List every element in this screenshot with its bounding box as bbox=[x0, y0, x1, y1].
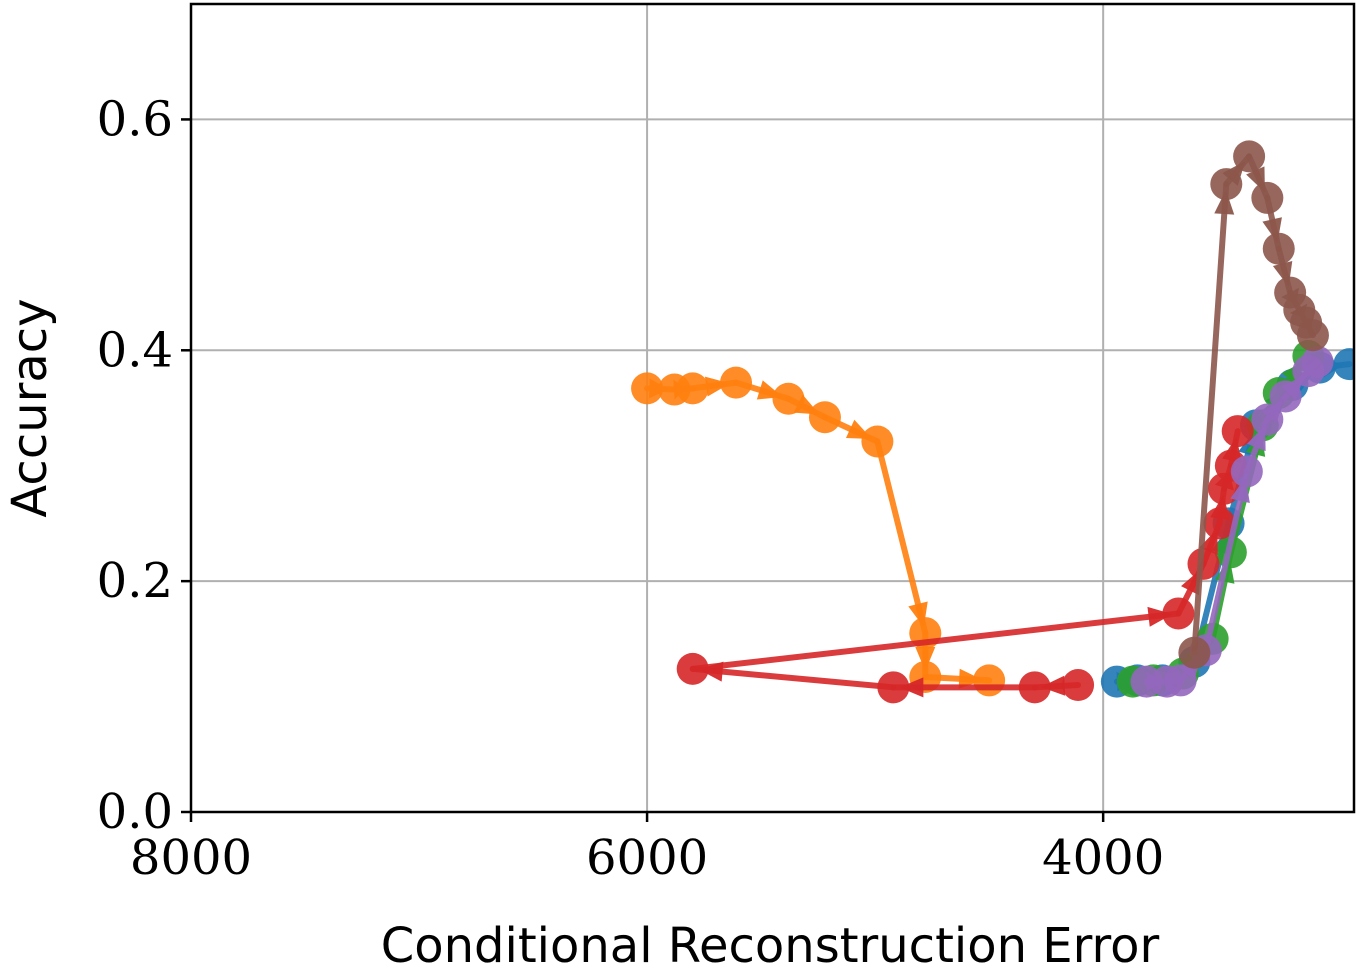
series-segment bbox=[689, 610, 1182, 672]
series-arrowhead bbox=[958, 668, 984, 689]
data-point bbox=[1230, 455, 1263, 488]
data-point bbox=[1301, 345, 1334, 378]
data-point bbox=[1178, 636, 1211, 669]
series-segment bbox=[1202, 468, 1250, 654]
series-arrowhead bbox=[899, 677, 924, 698]
data-point bbox=[772, 382, 805, 415]
ticks: 8000 6000 4000 0.0 0.2 0.4 0.6 bbox=[97, 91, 1165, 886]
data-point bbox=[676, 372, 709, 405]
data-point bbox=[1162, 597, 1195, 630]
data-point bbox=[973, 664, 1006, 697]
y-tick-label: 0.2 bbox=[97, 553, 173, 609]
data-point bbox=[1221, 415, 1254, 448]
plot-frame bbox=[189, 2, 1356, 814]
data-point bbox=[1251, 181, 1284, 214]
data-point bbox=[1333, 348, 1354, 381]
series-segment bbox=[689, 665, 897, 691]
data-point bbox=[1203, 507, 1236, 540]
series-segment bbox=[1191, 181, 1230, 656]
y-axis-label: Accuracy bbox=[2, 298, 58, 517]
series-5 bbox=[1178, 140, 1329, 669]
series-arrowhead bbox=[1214, 190, 1235, 215]
series-arrowhead bbox=[1147, 606, 1173, 627]
data-point bbox=[1296, 319, 1329, 352]
x-axis-label: Conditional Reconstruction Error bbox=[381, 918, 1160, 974]
y-tick-label: 0.4 bbox=[97, 322, 173, 378]
y-tick-label: 0.0 bbox=[97, 784, 173, 840]
series-3 bbox=[676, 415, 1254, 704]
series-segment bbox=[874, 438, 929, 637]
y-tick-label: 0.6 bbox=[97, 91, 173, 147]
data-point bbox=[1269, 380, 1302, 413]
x-tick-label: 8000 bbox=[130, 830, 252, 886]
series-arrowhead bbox=[915, 646, 936, 671]
series-layer bbox=[631, 140, 1354, 704]
data-point bbox=[1210, 168, 1243, 201]
x-tick-label: 6000 bbox=[586, 830, 708, 886]
data-point bbox=[720, 366, 753, 399]
data-point bbox=[1233, 140, 1266, 173]
data-point bbox=[808, 401, 841, 434]
data-point bbox=[676, 652, 709, 685]
data-point bbox=[877, 671, 910, 704]
data-point bbox=[861, 425, 894, 458]
data-point bbox=[1018, 671, 1051, 704]
data-point bbox=[631, 372, 664, 405]
data-point bbox=[1062, 669, 1095, 702]
data-point bbox=[1251, 403, 1284, 436]
series-2 bbox=[631, 366, 1006, 697]
series-arrowhead bbox=[1040, 675, 1066, 696]
data-point bbox=[1164, 664, 1197, 697]
data-point bbox=[1262, 232, 1295, 265]
x-tick-label: 4000 bbox=[1042, 830, 1164, 886]
series-arrowhead bbox=[704, 376, 731, 397]
data-point bbox=[1187, 547, 1220, 580]
